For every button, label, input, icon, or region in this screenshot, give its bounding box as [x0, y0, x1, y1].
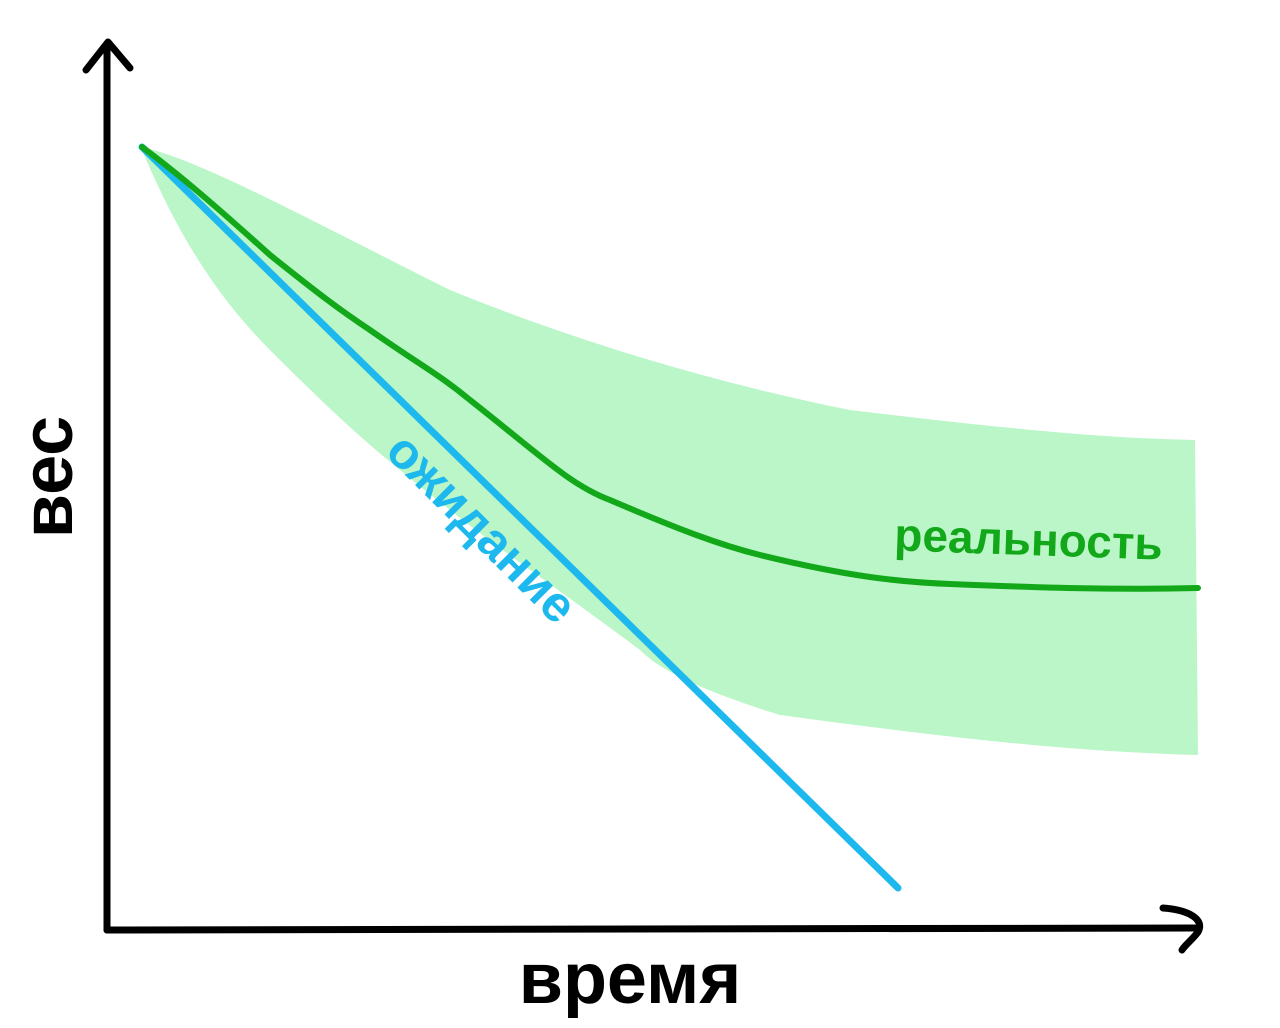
reality-label: реальность	[894, 508, 1164, 569]
expectation-line	[138, 143, 902, 892]
reality-line	[139, 144, 1201, 592]
reality-band	[142, 147, 1198, 755]
axes	[82, 38, 1204, 954]
x-axis-label: время	[519, 939, 742, 1019]
y-axis-label: вес	[8, 416, 88, 538]
